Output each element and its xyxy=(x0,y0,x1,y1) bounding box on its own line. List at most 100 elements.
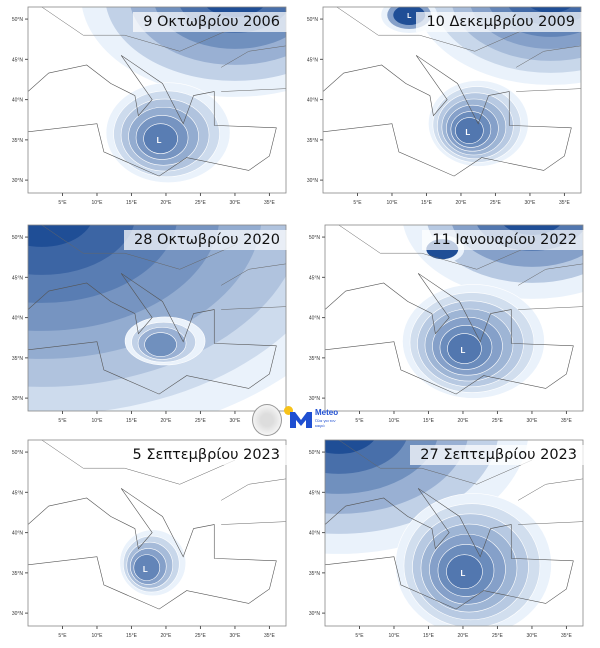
lon-tick-label: 10°E xyxy=(92,633,104,639)
low-pressure-label: L xyxy=(407,13,412,20)
lon-tick-label: 20°E xyxy=(456,200,468,206)
contour-fill xyxy=(446,554,483,589)
contour-fill xyxy=(447,333,482,364)
contour-fill xyxy=(325,440,375,454)
lon-tick-label: 15°E xyxy=(126,418,138,424)
contour-fill xyxy=(143,123,178,154)
lat-tick-label: 40°N xyxy=(12,316,24,322)
coastline xyxy=(325,273,574,395)
university-seal-logo xyxy=(252,404,282,436)
meteo-logo-subtext: Όλα για τον καιρό xyxy=(315,418,336,428)
lat-tick-label: 45°N xyxy=(12,490,24,496)
lon-tick-label: 15°E xyxy=(423,418,435,424)
lat-tick-label: 35°N xyxy=(12,138,24,144)
lon-tick-label: 5°E xyxy=(58,633,67,639)
lat-tick-label: 40°N xyxy=(309,531,321,537)
lat-tick-label: 30°N xyxy=(12,178,24,184)
low-pressure-label: L xyxy=(157,136,162,145)
coastline xyxy=(325,488,574,610)
lat-tick-label: 30°N xyxy=(12,396,24,402)
lon-tick-label: 10°E xyxy=(389,418,401,424)
lat-tick-label: 30°N xyxy=(309,396,321,402)
panel-date-title: 11 Ιανουαρίου 2022 xyxy=(422,230,585,250)
lon-tick-label: 30°E xyxy=(229,200,241,206)
lon-tick-label: 25°E xyxy=(492,633,504,639)
lon-tick-label: 5°E xyxy=(353,200,362,206)
lat-tick-label: 50°N xyxy=(12,17,24,23)
lon-tick-label: 20°E xyxy=(458,418,470,424)
lat-tick-label: 35°N xyxy=(309,356,321,362)
coastline xyxy=(28,55,277,177)
contour-fill xyxy=(455,117,484,144)
contour-fill xyxy=(144,332,177,357)
coastline xyxy=(28,273,277,395)
border-lines xyxy=(41,225,286,310)
lon-tick-label: 5°E xyxy=(355,633,364,639)
lon-tick-label: 10°E xyxy=(92,200,104,206)
lat-tick-label: 50°N xyxy=(12,235,24,241)
lat-tick-label: 50°N xyxy=(12,450,24,456)
lon-tick-label: 35°E xyxy=(561,633,573,639)
lat-tick-label: 30°N xyxy=(12,611,24,617)
lat-tick-label: 45°N xyxy=(309,275,321,281)
lat-tick-label: 45°N xyxy=(309,490,321,496)
lon-tick-label: 25°E xyxy=(490,200,502,206)
coastline xyxy=(323,55,572,177)
panel-date-title: 5 Σεπτεμβρίου 2023 xyxy=(122,445,288,465)
panel-date-title: 28 Οκτωβρίου 2020 xyxy=(123,230,288,250)
lon-tick-label: 5°E xyxy=(58,200,67,206)
lon-tick-label: 5°E xyxy=(58,418,67,424)
lon-tick-label: 35°E xyxy=(561,418,573,424)
map-panel: 50°N 45°N 40°N 35°N 30°N 5°E 10°E 15°E 20°E 25°E 3… xyxy=(297,433,597,648)
border-lines xyxy=(336,7,581,92)
lat-tick-label: 50°N xyxy=(307,17,319,23)
lon-tick-label: 15°E xyxy=(126,633,138,639)
lon-tick-label: 25°E xyxy=(195,418,207,424)
lon-tick-label: 35°E xyxy=(264,200,276,206)
border-lines xyxy=(338,440,583,525)
border-lines xyxy=(338,225,583,310)
lon-tick-label: 5°E xyxy=(355,418,364,424)
contour-fill xyxy=(28,225,91,247)
lat-tick-label: 40°N xyxy=(309,316,321,322)
lon-tick-label: 30°E xyxy=(229,633,241,639)
lon-tick-label: 30°E xyxy=(526,418,538,424)
lon-tick-label: 25°E xyxy=(195,200,207,206)
lon-tick-label: 35°E xyxy=(264,633,276,639)
lon-tick-label: 25°E xyxy=(492,418,504,424)
panel-date-title: 10 Δεκεμβρίου 2009 xyxy=(416,12,583,32)
map-panel: 50°N 45°N 40°N 35°N 30°N 5°E 10°E 15°E 20°E 25°E 3… xyxy=(295,0,595,215)
lon-tick-label: 15°E xyxy=(421,200,433,206)
lon-tick-label: 10°E xyxy=(92,418,104,424)
lon-tick-label: 30°E xyxy=(526,633,538,639)
lat-tick-label: 50°N xyxy=(309,450,321,456)
lon-tick-label: 30°E xyxy=(229,418,241,424)
panel-date-title: 9 Οκτωβρίου 2006 xyxy=(133,12,288,32)
lat-tick-label: 45°N xyxy=(307,57,319,63)
lat-tick-label: 40°N xyxy=(12,531,24,537)
lon-tick-label: 20°E xyxy=(161,418,173,424)
low-pressure-label: L xyxy=(143,565,148,574)
lat-tick-label: 30°N xyxy=(309,611,321,617)
lon-tick-label: 20°E xyxy=(161,633,173,639)
map-panel: 50°N 45°N 40°N 35°N 30°N 5°E 10°E 15°E 20°E 25°E 3… xyxy=(297,218,597,433)
map-panel: 50°N 45°N 40°N 35°N 30°N 5°E 10°E 15°E 20°E 25°E 3… xyxy=(0,0,300,215)
lat-tick-label: 40°N xyxy=(12,98,24,104)
lon-tick-label: 10°E xyxy=(389,633,401,639)
contour-fill xyxy=(133,554,161,581)
lat-tick-label: 35°N xyxy=(307,138,319,144)
lat-tick-label: 40°N xyxy=(307,98,319,104)
contour-fill xyxy=(529,7,572,13)
lon-tick-label: 15°E xyxy=(423,633,435,639)
coastline xyxy=(28,488,277,610)
border-lines xyxy=(41,7,286,92)
lat-tick-label: 35°N xyxy=(12,571,24,577)
lon-tick-label: 15°E xyxy=(126,200,138,206)
lon-tick-label: 20°E xyxy=(458,633,470,639)
lat-tick-label: 45°N xyxy=(12,275,24,281)
low-pressure-label: L xyxy=(465,128,470,137)
lat-tick-label: 35°N xyxy=(12,356,24,362)
meteo-sun-dot xyxy=(284,406,293,415)
lat-tick-label: 50°N xyxy=(309,235,321,241)
lon-tick-label: 30°E xyxy=(524,200,536,206)
